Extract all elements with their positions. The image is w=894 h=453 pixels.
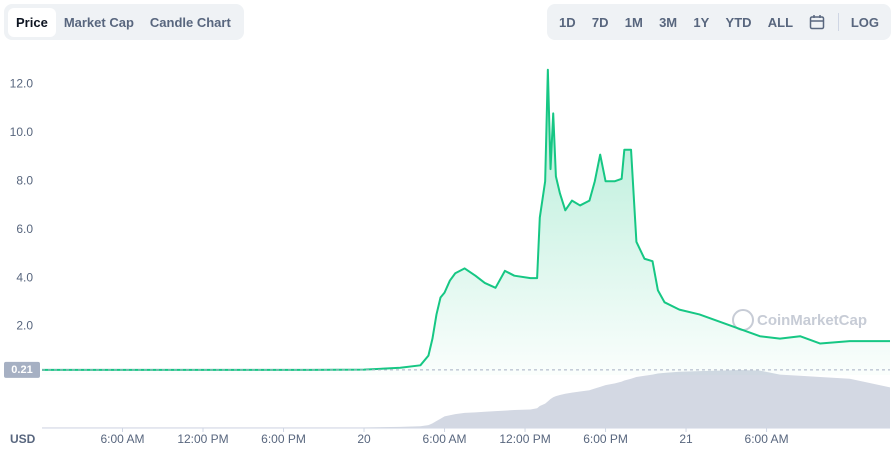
calendar-button[interactable] xyxy=(801,7,833,37)
range-button[interactable]: 1Y xyxy=(693,14,710,30)
watermark: CoinMarketCap xyxy=(757,312,867,329)
price-line xyxy=(42,68,890,371)
range-button[interactable]: 3M xyxy=(659,14,678,30)
tab-button[interactable]: Candle Chart xyxy=(149,14,231,30)
x-tick-label: 6:00 AM xyxy=(423,432,467,446)
range-button[interactable]: ALL xyxy=(767,14,794,30)
y-tick-label: 10.0 xyxy=(10,125,34,139)
log-button[interactable]: LOG xyxy=(850,14,879,30)
x-tick-label: 12:00 PM xyxy=(177,432,228,446)
range-button[interactable]: 1D xyxy=(559,14,576,30)
y-tick-label: 2.0 xyxy=(16,319,33,333)
volume-area xyxy=(42,370,890,428)
range-controls: 1D 7D 1M 3M 1Y YTD ALL LOG xyxy=(547,4,891,40)
y-tick-label: 4.0 xyxy=(16,270,33,284)
price-area xyxy=(42,69,890,376)
current-price-label: 0.21 xyxy=(11,364,32,376)
x-tick-label: 12:00 PM xyxy=(499,432,550,446)
tab-button[interactable]: Market Cap xyxy=(63,14,134,30)
range-button[interactable]: YTD xyxy=(725,14,752,30)
y-tick-label: 12.0 xyxy=(10,77,34,91)
currency-label: USD xyxy=(10,432,36,446)
x-tick-label: 6:00 PM xyxy=(583,432,628,446)
y-tick-label: 8.0 xyxy=(16,173,33,187)
range-button[interactable]: 1M xyxy=(624,14,643,30)
range-button[interactable]: 7D xyxy=(591,14,609,30)
current-price-box xyxy=(4,361,40,378)
chart-tabs: Price Market Cap Candle Chart xyxy=(4,4,244,40)
x-tick-label: 21 xyxy=(679,432,693,446)
x-tick-label: 6:00 AM xyxy=(745,432,789,446)
tab-button[interactable]: Price xyxy=(8,7,56,37)
x-tick-label: 6:00 PM xyxy=(261,432,306,446)
x-tick-label: 20 xyxy=(357,432,371,446)
separator xyxy=(837,13,839,31)
x-tick-label: 6:00 AM xyxy=(100,432,144,446)
y-tick-label: 6.0 xyxy=(16,222,33,236)
calendar-icon xyxy=(810,15,825,30)
